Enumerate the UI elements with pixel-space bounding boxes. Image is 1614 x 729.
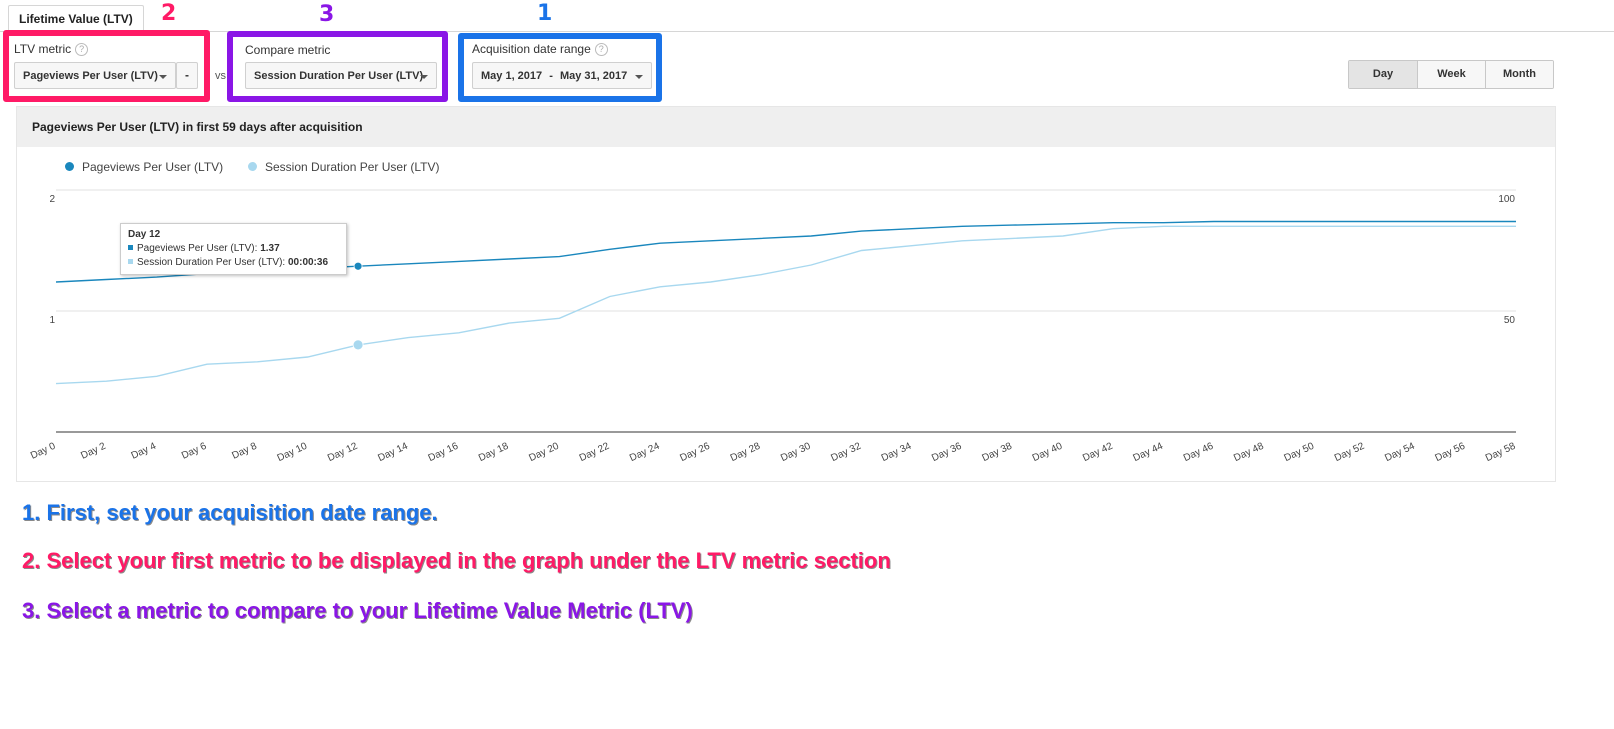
x-tick-label: Day 34 <box>880 441 914 465</box>
tooltip-row1-value: 1.37 <box>260 243 280 254</box>
x-tick-label: Day 6 <box>180 441 209 462</box>
vs-label: vs <box>215 70 226 82</box>
x-tick-label: Day 24 <box>628 441 662 465</box>
x-tick-label: Day 38 <box>980 441 1014 465</box>
x-tick-label: Day 42 <box>1081 441 1115 465</box>
ltv-metric-label-text: LTV metric <box>14 42 72 56</box>
help-icon[interactable]: ? <box>75 43 89 56</box>
legend-label: Session Duration Per User (LTV) <box>265 160 440 174</box>
month-button[interactable]: Month <box>1485 61 1553 88</box>
week-button[interactable]: Week <box>1417 61 1485 88</box>
chart-tooltip: Day 12 Pageviews Per User (LTV): 1.37 Se… <box>120 223 347 275</box>
x-tick-label: Day 12 <box>326 441 360 465</box>
highlight-box-compare-metric <box>227 31 448 102</box>
instruction-3: 3. Select a metric to compare to your Li… <box>22 598 693 623</box>
granularity-toggle: Day Week Month <box>1348 60 1554 89</box>
annotation-number-1: 1 <box>537 1 553 26</box>
highlight-point-session-duration <box>352 339 364 351</box>
instruction-2: 2. Select your first metric to be displa… <box>22 548 891 573</box>
series-line-session-duration <box>55 225 1516 385</box>
highlight-box-date-range <box>458 33 662 102</box>
x-tick-label: Day 14 <box>376 441 410 465</box>
highlight-box-ltv-metric <box>3 30 210 102</box>
y-left-tick-label: 2 <box>49 194 55 205</box>
x-tick-label: Day 36 <box>930 441 964 465</box>
ltv-metric-dropdown[interactable]: Pageviews Per User (LTV) <box>14 62 176 89</box>
y-right-tick-label: 50 <box>1504 315 1516 326</box>
date-range-picker[interactable]: May 1, 2017 - May 31, 2017 <box>472 62 652 89</box>
chart-header: Pageviews Per User (LTV) in first 59 day… <box>17 107 1555 147</box>
x-tick-label: Day 28 <box>729 441 763 465</box>
day-button[interactable]: Day <box>1349 61 1417 88</box>
compare-metric-dropdown[interactable]: Session Duration Per User (LTV) <box>245 62 437 89</box>
tab-divider <box>0 31 1614 32</box>
x-tick-label: Day 16 <box>427 441 461 465</box>
tab-lifetime-value[interactable]: Lifetime Value (LTV) <box>8 5 144 32</box>
legend-item-pageviews[interactable]: Pageviews Per User (LTV) <box>65 160 223 174</box>
x-tick-label: Day 54 <box>1383 441 1417 465</box>
x-tick-label: Day 0 <box>29 441 58 462</box>
instruction-1: 1. First, set your acquisition date rang… <box>22 500 438 525</box>
x-tick-label: Day 50 <box>1283 441 1317 465</box>
compare-metric-value: Session Duration Per User (LTV) <box>254 70 424 82</box>
x-tick-label: Day 10 <box>276 441 310 465</box>
x-tick-label: Day 44 <box>1131 441 1165 465</box>
date-range-label: Acquisition date range? <box>472 42 608 56</box>
annotation-number-3: 3 <box>319 2 335 27</box>
chevron-down-icon <box>635 75 643 79</box>
legend-dot-icon <box>248 162 257 171</box>
tooltip-row1-label: Pageviews Per User (LTV): <box>137 243 261 254</box>
chevron-down-icon <box>420 75 428 79</box>
legend-label: Pageviews Per User (LTV) <box>82 160 224 174</box>
x-tick-label: Day 48 <box>1232 441 1266 465</box>
x-tick-label: Day 46 <box>1182 441 1216 465</box>
x-tick-label: Day 40 <box>1031 441 1065 465</box>
tooltip-row-session-duration: Session Duration Per User (LTV): 00:00:3… <box>128 256 339 270</box>
date-range-start: May 1, 2017 <box>481 70 543 82</box>
remove-metric-button[interactable]: - <box>176 62 198 89</box>
x-tick-label: Day 2 <box>79 441 108 462</box>
date-range-label-text: Acquisition date range <box>472 42 591 56</box>
tooltip-title: Day 12 <box>128 229 161 240</box>
y-right-tick-label: 100 <box>1498 194 1515 205</box>
x-tick-label: Day 18 <box>477 441 511 465</box>
ltv-metric-value: Pageviews Per User (LTV) <box>23 70 158 82</box>
compare-metric-label: Compare metric <box>245 43 331 57</box>
x-tick-label: Day 8 <box>230 441 259 462</box>
date-range-end: May 31, 2017 <box>559 70 628 82</box>
x-tick-label: Day 4 <box>130 441 159 462</box>
x-tick-label: Day 30 <box>779 441 813 465</box>
highlight-point-pageviews <box>353 261 363 271</box>
x-tick-label: Day 22 <box>578 441 612 465</box>
x-tick-label: Day 20 <box>527 441 561 465</box>
legend-dot-icon <box>65 162 74 171</box>
series-swatch-icon <box>128 245 133 250</box>
annotation-number-2: 2 <box>161 1 177 26</box>
chart-panel: Pageviews Per User (LTV) in first 59 day… <box>16 106 1556 482</box>
tooltip-row-pageviews: Pageviews Per User (LTV): 1.37 <box>128 242 339 256</box>
x-tick-label: Day 56 <box>1434 441 1468 465</box>
ltv-metric-label: LTV metric? <box>14 42 89 56</box>
tooltip-row2-value: 00:00:36 <box>287 257 329 268</box>
tooltip-row2-label: Session Duration Per User (LTV): <box>137 257 288 268</box>
chevron-down-icon <box>159 75 167 79</box>
x-tick-label: Day 58 <box>1484 441 1518 465</box>
date-range-separator: - <box>549 70 553 82</box>
help-icon[interactable]: ? <box>594 43 608 56</box>
x-tick-label: Day 52 <box>1333 441 1367 465</box>
y-left-tick-label: 1 <box>49 315 55 326</box>
x-tick-label: Day 26 <box>678 441 712 465</box>
x-tick-label: Day 32 <box>829 441 863 465</box>
legend-item-session-duration[interactable]: Session Duration Per User (LTV) <box>248 160 440 174</box>
series-swatch-icon <box>128 259 133 264</box>
